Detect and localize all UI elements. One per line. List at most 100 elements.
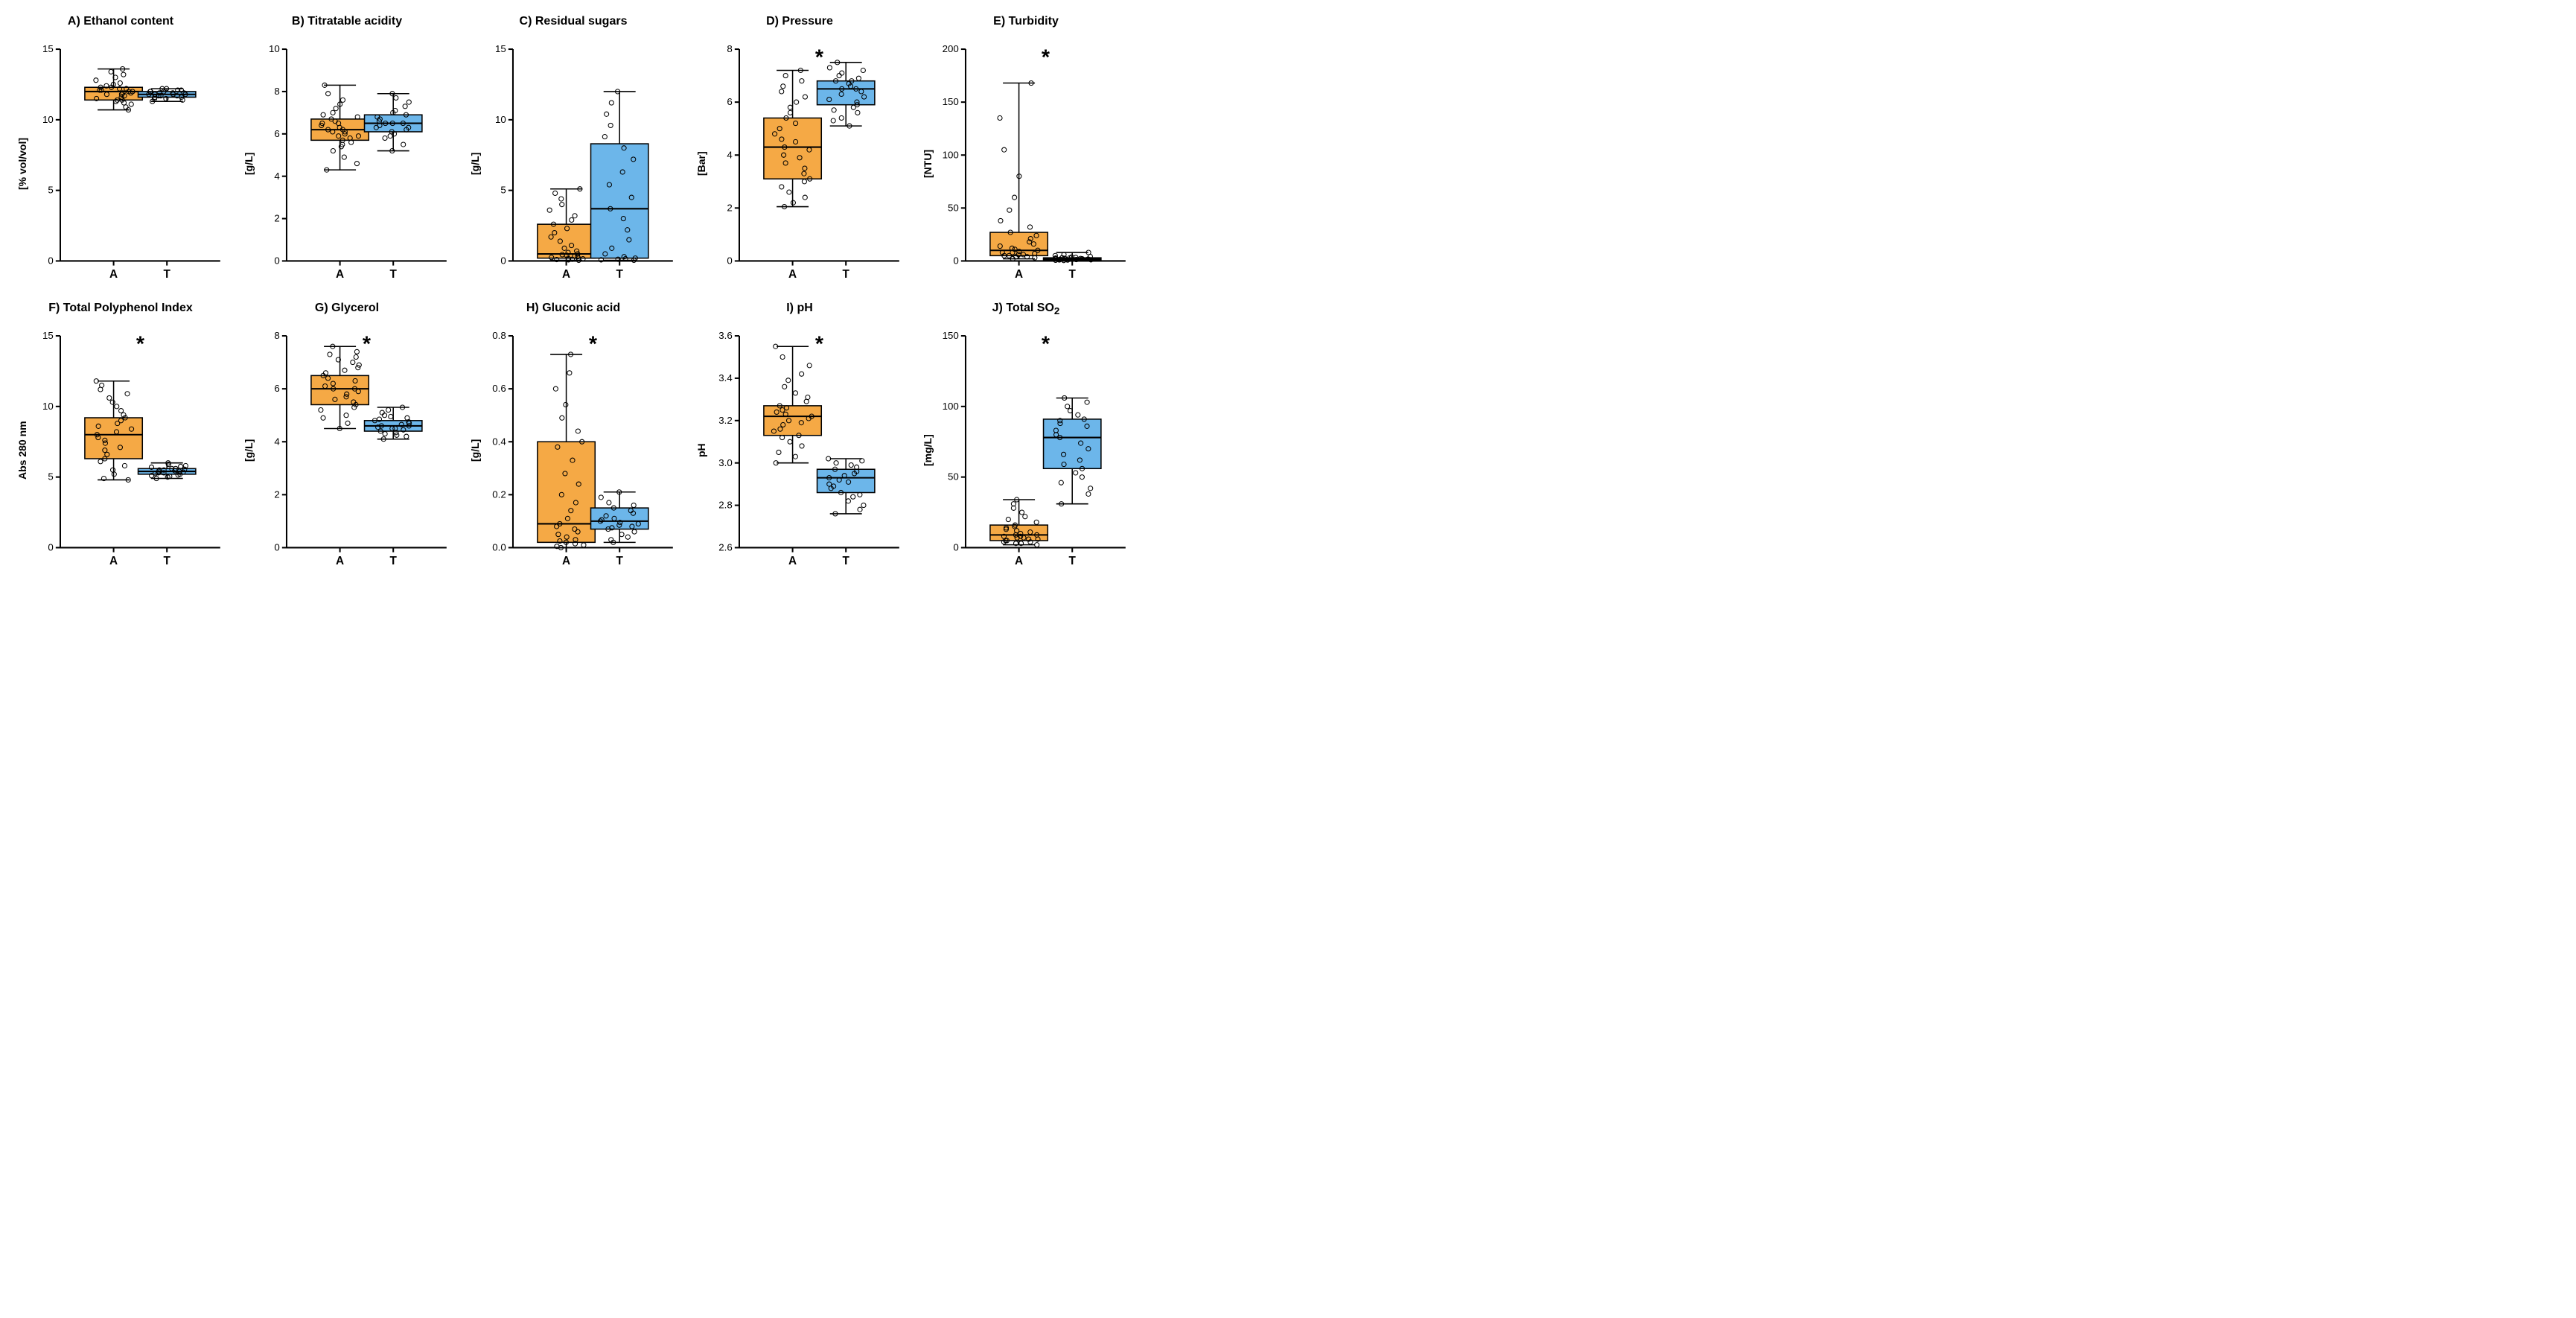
data-point (794, 100, 799, 104)
y-tick-label: 8 (727, 43, 732, 54)
x-tick-label: A (336, 555, 344, 567)
y-axis-label: [g/L] (468, 33, 481, 294)
data-point (800, 79, 804, 83)
y-tick-label: 0 (274, 255, 279, 267)
y-tick-label: 0.2 (492, 488, 506, 500)
data-point (110, 400, 115, 404)
data-point (1059, 480, 1063, 485)
y-tick-label: 10 (269, 43, 280, 54)
box-A (764, 118, 821, 179)
panel-title: E) Turbidity (920, 15, 1132, 30)
data-point (1027, 225, 1032, 229)
data-point (323, 371, 328, 375)
data-point (1074, 471, 1078, 475)
data-point (553, 386, 558, 391)
y-axis-label: pH (694, 319, 707, 581)
data-point (570, 217, 574, 222)
y-tick-label: 8 (274, 330, 279, 341)
x-tick-label: A (788, 268, 797, 281)
y-tick-label: 4 (274, 436, 279, 447)
data-point (840, 71, 844, 75)
data-point (851, 494, 855, 499)
data-point (573, 214, 577, 218)
significance-star-icon: * (1042, 46, 1051, 70)
data-point (331, 148, 335, 153)
data-point (1002, 147, 1007, 152)
data-point (581, 543, 586, 547)
data-point (576, 429, 580, 433)
significance-star-icon: * (136, 333, 145, 357)
data-point (632, 529, 637, 534)
data-point (631, 503, 636, 508)
data-point (547, 208, 552, 212)
data-point (782, 384, 787, 389)
y-tick-label: 0 (274, 542, 279, 553)
panel-title: G) Glycerol (241, 302, 453, 316)
panel-F: F) Total Polyphenol IndexAbs 280 nm05101… (15, 302, 226, 581)
box-T (591, 144, 648, 258)
data-point (401, 142, 406, 147)
data-point (607, 500, 611, 505)
x-tick-label: A (562, 268, 570, 281)
x-tick-label: A (1015, 555, 1023, 567)
data-point (1086, 491, 1091, 496)
y-tick-label: 3.0 (718, 457, 732, 468)
y-tick-label: 10 (42, 401, 54, 412)
data-point (356, 366, 360, 370)
x-tick-label: A (109, 555, 118, 567)
x-tick-label: T (616, 555, 624, 567)
y-tick-label: 4 (274, 171, 279, 182)
data-point (354, 162, 359, 166)
y-tick-label: 150 (943, 330, 959, 341)
panel-title: H) Gluconic acid (468, 302, 679, 316)
data-point (831, 118, 835, 123)
data-point (559, 197, 564, 201)
panel-title: A) Ethanol content (15, 15, 226, 30)
panel-I: I) pHpH2.62.83.03.23.43.6AT* (694, 302, 905, 581)
data-point (553, 191, 558, 195)
y-tick-label: 5 (48, 471, 53, 483)
boxplot-svg: 0.00.20.40.60.8AT* (481, 319, 679, 581)
data-point (837, 74, 841, 78)
x-tick-label: A (1015, 268, 1023, 281)
panel-J: J) Total SO2[mg/L]050100150AT* (920, 302, 1132, 581)
y-tick-label: 2 (274, 488, 279, 500)
y-tick-label: 200 (943, 43, 959, 54)
boxplot-svg: 0246810AT (255, 33, 453, 294)
y-tick-label: 0 (953, 542, 958, 553)
panel-H: H) Gluconic acid[g/L]0.00.20.40.60.8AT* (468, 302, 679, 581)
data-point (777, 450, 781, 454)
x-tick-label: T (843, 555, 850, 567)
data-point (832, 108, 836, 112)
y-tick-label: 0.6 (492, 383, 506, 394)
data-point (998, 115, 1002, 120)
data-point (783, 74, 788, 78)
data-point (846, 499, 850, 503)
x-tick-label: T (390, 268, 398, 281)
data-point (861, 503, 866, 508)
y-axis-label: [g/L] (241, 319, 255, 581)
data-point (404, 434, 409, 439)
boxplot-grid: A) Ethanol content[% vol/vol]051015ATB) … (15, 15, 1132, 581)
panel-title: J) Total SO2 (920, 302, 1132, 316)
box-A (85, 418, 142, 459)
data-point (788, 105, 792, 109)
data-point (342, 368, 347, 372)
box-T (1044, 419, 1101, 468)
data-point (793, 391, 797, 395)
significance-star-icon: * (1042, 333, 1051, 357)
y-axis-label: [% vol/vol] (15, 33, 28, 294)
data-point (849, 462, 853, 467)
data-point (839, 115, 844, 120)
y-tick-label: 5 (500, 185, 506, 196)
data-point (861, 68, 865, 72)
data-point (1085, 400, 1089, 404)
data-point (834, 461, 838, 465)
data-point (383, 136, 387, 140)
x-tick-label: A (336, 268, 344, 281)
data-point (118, 80, 122, 85)
data-point (354, 349, 359, 354)
x-tick-label: T (843, 268, 850, 281)
data-point (800, 372, 804, 376)
data-point (855, 110, 860, 115)
